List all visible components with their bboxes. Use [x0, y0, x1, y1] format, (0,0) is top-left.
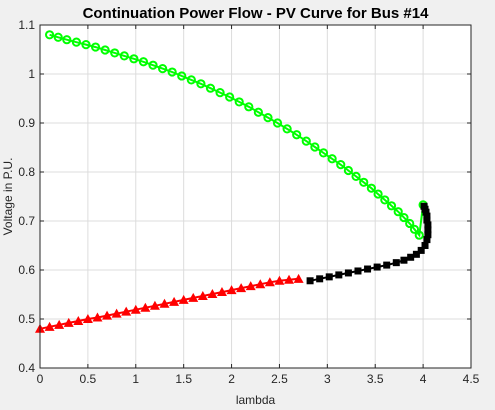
data-point-square [335, 271, 342, 278]
y-tick-label: 0.7 [18, 214, 35, 228]
x-tick-label: 1 [132, 372, 139, 386]
x-tick-label: 3.5 [367, 372, 384, 386]
x-axis-label: lambda [236, 393, 276, 407]
data-point-square [400, 257, 407, 264]
x-tick-label: 0.5 [80, 372, 97, 386]
data-point-square [383, 262, 390, 269]
x-tick-label: 3 [324, 372, 331, 386]
data-point-square [345, 269, 352, 276]
x-tick-label: 2 [228, 372, 235, 386]
y-tick-label: 1 [28, 67, 35, 81]
y-tick-label: 0.5 [18, 312, 35, 326]
x-tick-label: 1.5 [175, 372, 192, 386]
x-tick-label: 4.5 [463, 372, 480, 386]
y-tick-label: 0.9 [18, 116, 35, 130]
data-point-square [307, 277, 314, 284]
x-tick-label: 4 [420, 372, 427, 386]
data-point-square [364, 266, 371, 273]
data-point-square [316, 275, 323, 282]
y-tick-label: 0.6 [18, 263, 35, 277]
y-tick-label: 0.8 [18, 165, 35, 179]
y-tick-label: 1.1 [18, 18, 35, 32]
y-axis-label: Voltage in P.U. [1, 158, 15, 236]
chart-title: Continuation Power Flow - PV Curve for B… [83, 5, 430, 22]
data-point-square [326, 273, 333, 280]
data-point-square [421, 203, 428, 210]
x-tick-label: 0 [37, 372, 44, 386]
data-point-square [354, 267, 361, 274]
x-tick-label: 2.5 [271, 372, 288, 386]
data-point-square [374, 264, 381, 271]
y-tick-label: 0.4 [18, 361, 35, 375]
data-point-square [393, 259, 400, 266]
